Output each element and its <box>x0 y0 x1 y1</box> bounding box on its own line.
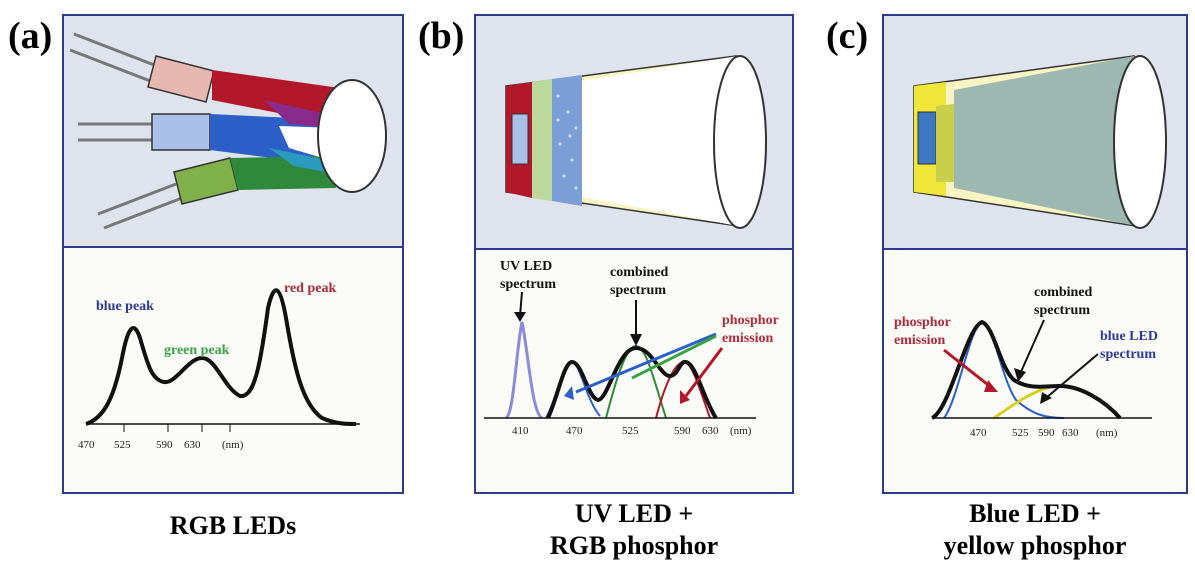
panel-c-illustration <box>882 14 1188 250</box>
tick-470: 470 <box>970 427 987 439</box>
tick-unit: (nm) <box>730 425 752 437</box>
tick-470: 470 <box>566 425 583 437</box>
panel-c-caption: Blue LED + yellow phosphor <box>882 498 1188 562</box>
panel-b-caption-line2: RGB phosphor <box>549 531 719 560</box>
tick-590: 590 <box>674 425 691 437</box>
panel-a-illustration <box>62 14 404 248</box>
rgb-led-drawing <box>69 32 387 230</box>
tick-630: 630 <box>184 439 201 451</box>
blue-led-label-1: blue LED <box>1100 329 1158 344</box>
combined-label-2: spectrum <box>1034 303 1090 318</box>
rgb-spectrum-plot: 470 525 590 630 (nm) blue peak green pea… <box>78 281 360 451</box>
tick-590: 590 <box>1038 427 1055 439</box>
blue-combined-curve <box>930 319 1122 420</box>
tick-525: 525 <box>1012 427 1029 439</box>
panel-b-illustration <box>474 14 794 250</box>
panel-b-letter: (b) <box>418 15 465 57</box>
tick-410: 410 <box>512 425 529 437</box>
tick-630: 630 <box>702 425 719 437</box>
panel-a-caption: RGB LEDs <box>62 510 404 542</box>
panel-c-spectrum: 470 525 590 630 (nm) phosphor emission c… <box>882 248 1188 494</box>
uv-led-label-2: spectrum <box>500 277 556 292</box>
phosphor-label-1: phosphor <box>722 313 779 328</box>
panel-a-spectrum: 470 525 590 630 (nm) blue peak green pea… <box>62 246 404 494</box>
uv-led-label-1: UV LED <box>500 259 552 274</box>
panel-a-letter: (a) <box>8 15 53 57</box>
red-peak-label: red peak <box>284 281 336 296</box>
combined-label-2: spectrum <box>610 283 666 298</box>
uv-led-drawing <box>505 55 767 229</box>
panel-c-caption-line2: yellow phosphor <box>943 531 1127 560</box>
uv-spectrum-plot: 410 470 525 590 630 (nm) UV LED spectrum… <box>484 259 779 437</box>
rgb-spectrum-curve <box>85 288 357 426</box>
phosphor-label-1: phosphor <box>894 315 951 330</box>
panel-b-caption-line1: UV LED + <box>574 499 694 528</box>
green-peak-label: green peak <box>164 343 230 358</box>
tick-470: 470 <box>78 439 95 451</box>
blue-led-label-2: spectrum <box>1100 347 1156 362</box>
blue-peak-label: blue peak <box>96 299 154 314</box>
panel-b-spectrum: 410 470 525 590 630 (nm) UV LED spectrum… <box>474 248 794 494</box>
blue-led-drawing <box>913 55 1167 229</box>
uv-combined-curve <box>546 345 718 420</box>
blue-yellow-spectrum-plot: 470 525 590 630 (nm) phosphor emission c… <box>894 285 1158 439</box>
tick-525: 525 <box>622 425 639 437</box>
phosphor-label-2: emission <box>894 333 946 348</box>
tick-525: 525 <box>114 439 131 451</box>
panel-c-caption-line1: Blue LED + <box>969 499 1101 528</box>
tick-unit: (nm) <box>1096 427 1118 439</box>
panel-b-caption: UV LED + RGB phosphor <box>474 498 794 562</box>
tick-590: 590 <box>156 439 173 451</box>
phosphor-label-2: emission <box>722 331 774 346</box>
tick-unit: (nm) <box>222 439 244 451</box>
combined-label-1: combined <box>1034 285 1093 300</box>
panel-c-letter: (c) <box>826 15 869 57</box>
panel-a-caption-line1: RGB LEDs <box>169 511 297 540</box>
tick-630: 630 <box>1062 427 1079 439</box>
combined-label-1: combined <box>610 265 669 280</box>
